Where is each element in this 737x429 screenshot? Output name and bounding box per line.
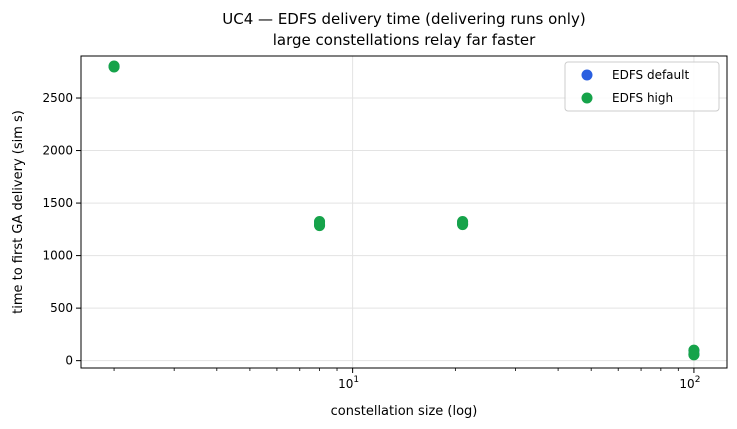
x-axis-label: constellation size (log) [331,404,478,419]
y-tick-label: 1000 [42,249,73,263]
legend-marker-edfs-default [581,69,593,81]
plot-frame [80,55,728,369]
y-axis-label: time to first GA delivery (sim s) [11,110,26,314]
chart-title: UC4 — EDFS delivery time (delivering run… [222,10,585,28]
y-tick-label: 1500 [42,196,73,210]
legend: EDFS default EDFS high [564,61,720,112]
x-tick-label: 102 [679,375,700,391]
x-tick-label: 101 [338,375,359,391]
legend-label-edfs-default: EDFS default [612,68,689,82]
legend-box [564,61,720,112]
data-point-edfs-high [108,60,120,72]
chart-subtitle: large constellations relay far faster [273,31,536,49]
y-tick-label: 500 [50,301,73,315]
grid [81,56,727,368]
y-tick-label: 2500 [42,91,73,105]
data-points [108,60,700,361]
data-point-edfs-high [457,215,469,227]
y-axis-ticks: 0 500 1000 1500 2000 2500 [42,91,81,368]
data-point-edfs-high [314,215,326,227]
data-point-edfs-high [688,344,700,356]
legend-label-edfs-high: EDFS high [612,91,673,105]
y-tick-label: 2000 [42,144,73,158]
x-axis-ticks: 101 102 [113,368,700,391]
y-tick-label: 0 [65,354,73,368]
legend-marker-edfs-high [581,92,593,104]
